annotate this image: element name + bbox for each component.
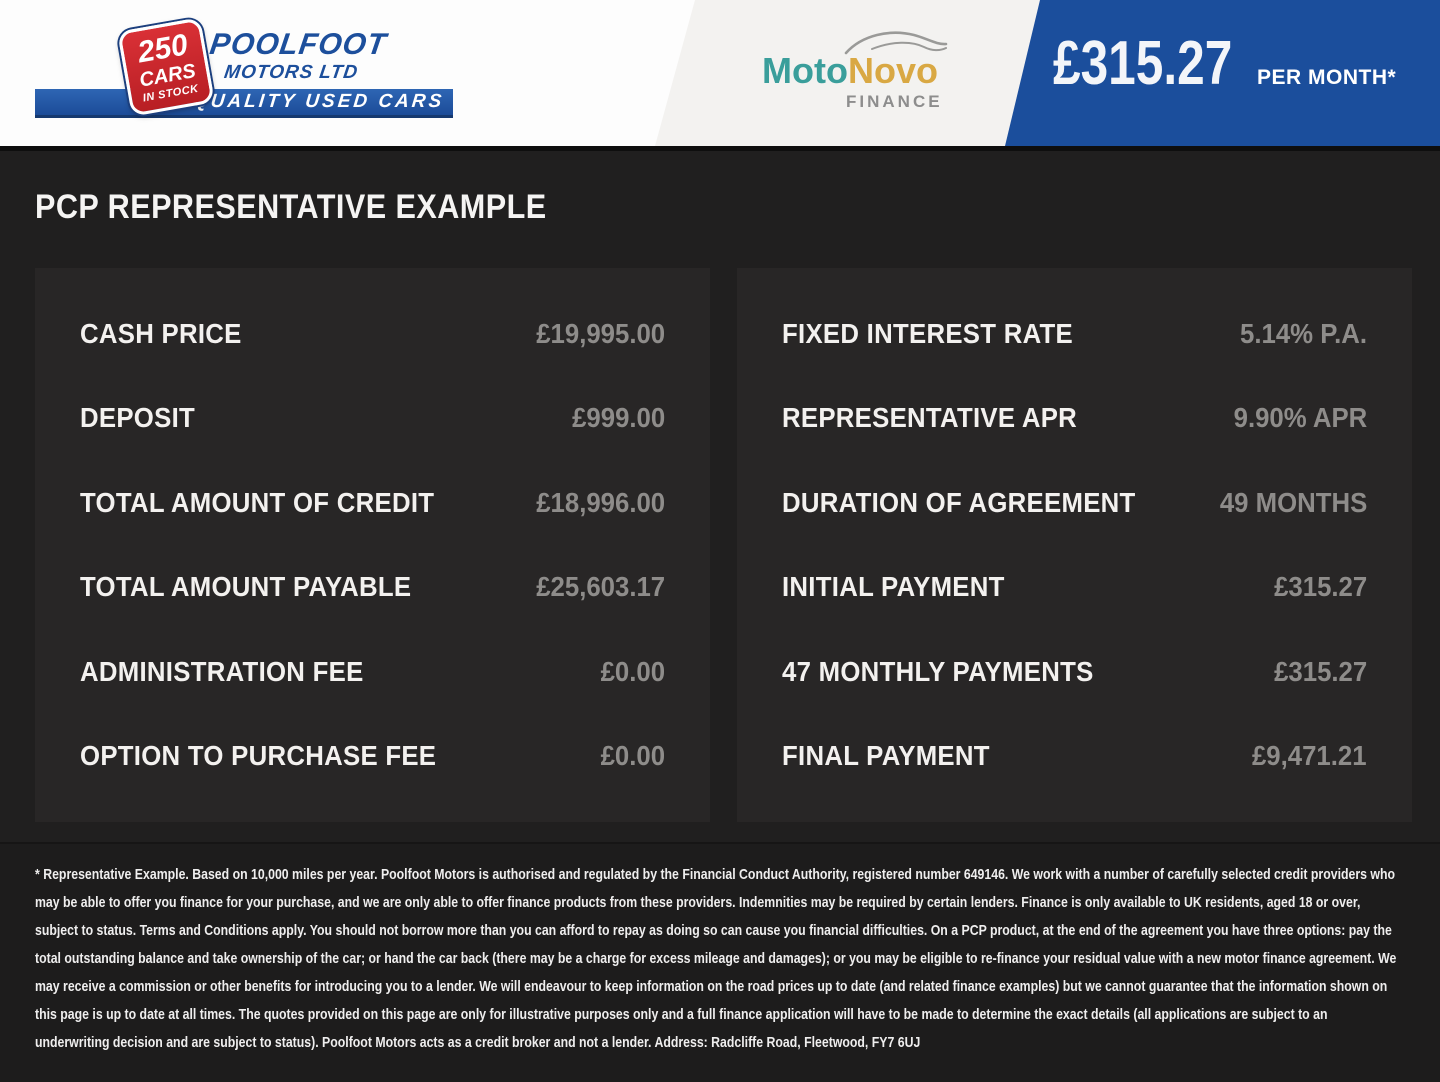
finance-row-value: £0.00: [600, 655, 665, 687]
finance-row-label: DEPOSIT: [80, 402, 196, 434]
finance-row-label: DURATION OF AGREEMENT: [782, 486, 1136, 518]
finance-panel-left-inner: CASH PRICE £19,995.00 DEPOSIT £999.00 TO…: [35, 268, 710, 822]
finance-row-value: £315.27: [1273, 571, 1367, 603]
monthly-price: £315.27: [1053, 29, 1233, 98]
finance-row: TOTAL AMOUNT PAYABLE £25,603.17: [80, 571, 665, 603]
finance-row-label: CASH PRICE: [80, 318, 242, 349]
finance-row-label: ADMINISTRATION FEE: [80, 655, 364, 687]
finance-brand-name-part1: Moto: [762, 50, 848, 91]
finance-row-label: TOTAL AMOUNT PAYABLE: [80, 571, 412, 603]
finance-row: REPRESENTATIVE APR 9.90% APR: [782, 402, 1367, 434]
finance-brand-name: MotoNovo: [762, 50, 938, 92]
dealer-tagline: QUALITY USED CARS: [191, 91, 446, 112]
finance-row: OPTION TO PURCHASE FEE £0.00: [80, 740, 665, 772]
finance-row-label: INITIAL PAYMENT: [782, 571, 1005, 603]
finance-row-value: £999.00: [571, 402, 665, 434]
finance-row-value: £19,995.00: [536, 318, 665, 349]
finance-row-label: FIXED INTEREST RATE: [782, 318, 1074, 349]
dealer-name: POOLFOOT: [207, 28, 389, 61]
finance-panel-right-inner: FIXED INTEREST RATE 5.14% P.A. REPRESENT…: [737, 268, 1412, 822]
finance-row-label: 47 MONTHLY PAYMENTS: [782, 655, 1094, 687]
finance-row: CASH PRICE £19,995.00: [80, 318, 665, 350]
finance-panel-left: CASH PRICE £19,995.00 DEPOSIT £999.00 TO…: [35, 268, 710, 822]
price-banner-background: [1005, 0, 1440, 146]
footer-band: [0, 842, 1440, 1082]
header-middle-section: [655, 0, 1045, 146]
dealer-logo[interactable]: QUALITY USED CARS 250 CARS IN STOCK POOL…: [0, 0, 470, 146]
finance-row: FINAL PAYMENT £9,471.21: [782, 740, 1367, 772]
finance-row: TOTAL AMOUNT OF CREDIT £18,996.00: [80, 487, 665, 519]
page-title: PCP REPRESENTATIVE EXAMPLE: [35, 188, 547, 226]
header-divider: [0, 146, 1440, 151]
finance-brand-name-part2: Novo: [847, 50, 938, 91]
disclaimer-text: * Representative Example. Based on 10,00…: [35, 866, 1397, 1051]
finance-row: ADMINISTRATION FEE £0.00: [80, 656, 665, 688]
finance-panel-right: FIXED INTEREST RATE 5.14% P.A. REPRESENT…: [737, 268, 1412, 822]
finance-row-value: £315.27: [1273, 655, 1367, 687]
finance-row-value: £18,996.00: [536, 486, 665, 518]
finance-row-value: £0.00: [600, 739, 665, 771]
dealer-tagline-bar: QUALITY USED CARS: [35, 89, 453, 118]
finance-row: DURATION OF AGREEMENT 49 MONTHS: [782, 487, 1367, 519]
finance-brand-logo[interactable]: MotoNovo FINANCE: [762, 26, 962, 111]
car-outline-icon: [844, 31, 948, 55]
finance-row-label: REPRESENTATIVE APR: [782, 402, 1078, 434]
finance-row-value: 5.14% P.A.: [1240, 318, 1367, 349]
dealer-name-suffix: MOTORS LTD: [222, 62, 360, 83]
finance-row-label: FINAL PAYMENT: [782, 739, 990, 771]
finance-row-value: 49 MONTHS: [1219, 486, 1367, 518]
finance-row-label: TOTAL AMOUNT OF CREDIT: [80, 486, 435, 518]
finance-row: FIXED INTEREST RATE 5.14% P.A.: [782, 318, 1367, 350]
header: QUALITY USED CARS 250 CARS IN STOCK POOL…: [0, 0, 1440, 146]
finance-row-value: £9,471.21: [1252, 739, 1367, 771]
finance-row: 47 MONTHLY PAYMENTS £315.27: [782, 656, 1367, 688]
monthly-price-period: PER MONTH*: [1257, 66, 1397, 89]
finance-row-label: OPTION TO PURCHASE FEE: [80, 739, 437, 771]
finance-brand-subtitle: FINANCE: [846, 92, 943, 111]
stock-badge: 250 CARS IN STOCK: [117, 17, 215, 117]
finance-row-value: £25,603.17: [536, 571, 665, 603]
finance-row-value: 9.90% APR: [1233, 402, 1367, 434]
finance-row: DEPOSIT £999.00: [80, 402, 665, 434]
finance-row: INITIAL PAYMENT £315.27: [782, 571, 1367, 603]
